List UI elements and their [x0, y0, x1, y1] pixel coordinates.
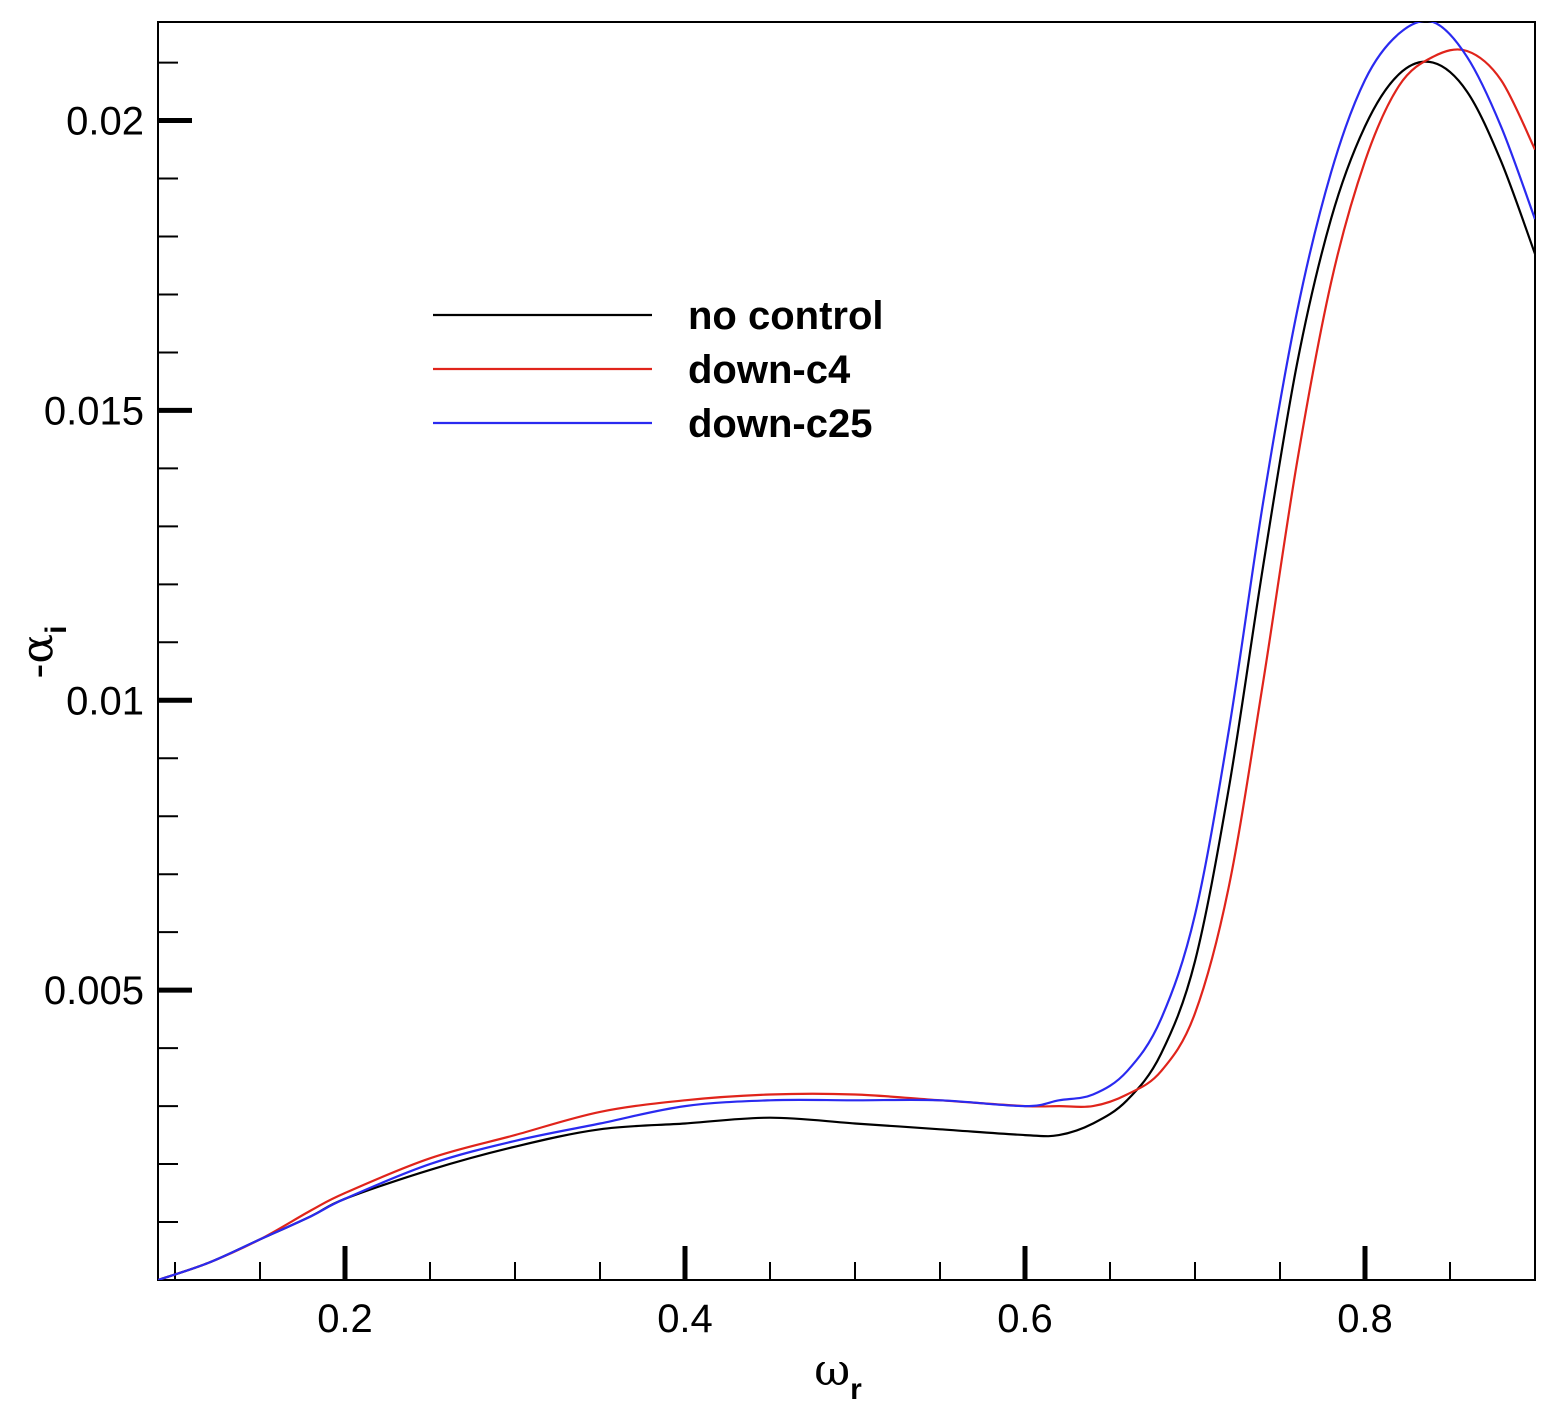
series-line-3 [158, 22, 1535, 1280]
y-axis-subscript: i [40, 626, 73, 634]
x-tick-label: 0.8 [1337, 1297, 1393, 1341]
legend: no control down-c4 down-c25 [433, 294, 884, 446]
series-line-1 [158, 60, 1535, 1280]
legend-label: down-c4 [688, 348, 851, 392]
y-axis-symbol: -α [12, 634, 63, 679]
x-axis-title: ωr [814, 1345, 862, 1406]
axis-ticks [158, 61, 1536, 1280]
x-tick-label: 0.6 [997, 1297, 1053, 1341]
tick-labels: 0.2 0.4 0.6 0.8 0.005 0.01 0.015 0.02 [44, 100, 1393, 1341]
series-lines [158, 22, 1535, 1280]
legend-label: no control [688, 294, 884, 338]
series-line-2 [158, 48, 1535, 1280]
y-tick-label: 0.015 [44, 389, 144, 433]
y-axis-title: -αi [12, 626, 73, 679]
y-tick-label: 0.005 [44, 969, 144, 1013]
x-tick-label: 0.4 [657, 1297, 713, 1341]
x-axis-subscript: r [850, 1373, 862, 1406]
y-tick-label: 0.02 [66, 100, 144, 144]
legend-label: down-c25 [688, 402, 872, 446]
y-tick-label: 0.01 [66, 679, 144, 723]
plot-frame [157, 21, 1536, 1281]
x-axis-symbol: ω [814, 1345, 850, 1396]
x-tick-label: 0.2 [317, 1297, 373, 1341]
